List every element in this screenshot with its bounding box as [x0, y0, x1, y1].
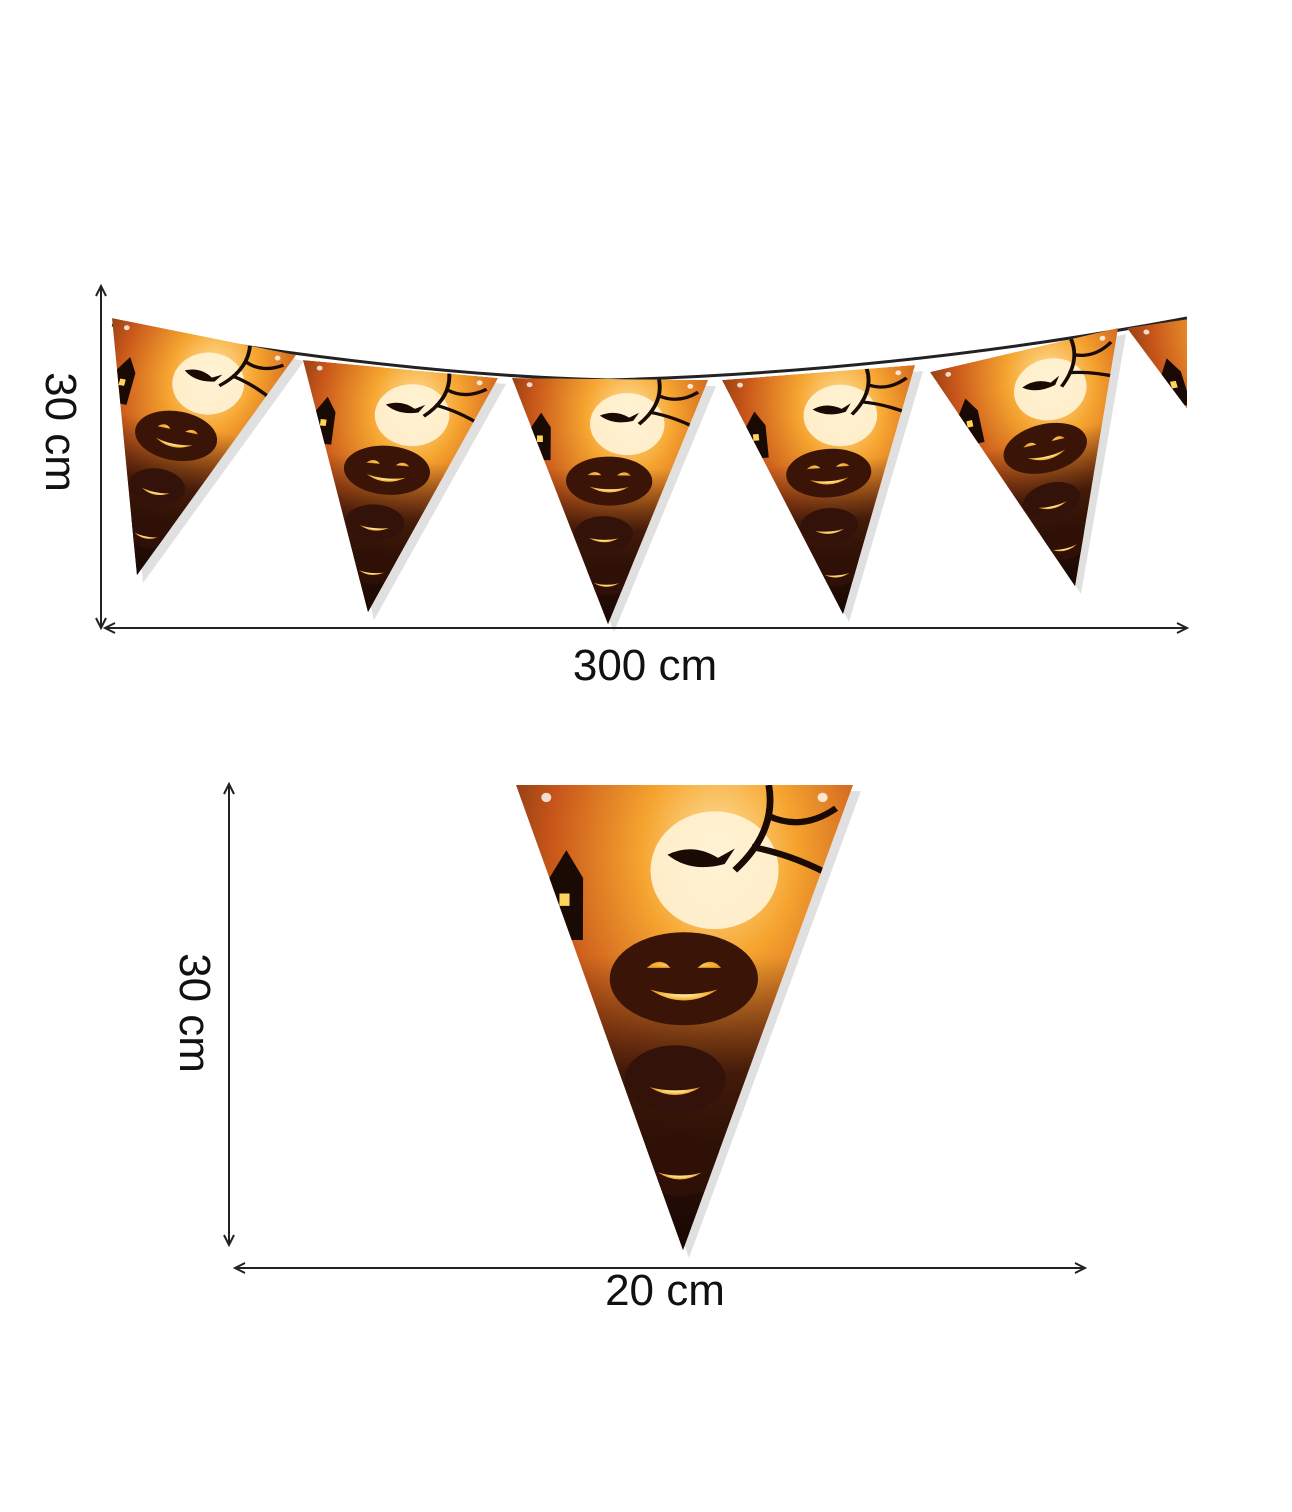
pennant — [510, 378, 708, 625]
single-flag-dimensions: 30 cm 20 cm — [170, 781, 1088, 1315]
pennant — [271, 360, 499, 621]
banner-height-label: 30 cm — [36, 372, 85, 492]
pennant — [515, 785, 854, 1250]
banner-dimensions: 30 cm 300 cm — [36, 283, 1190, 690]
pennant — [1127, 300, 1292, 574]
flag-width-label: 20 cm — [605, 1266, 725, 1315]
banner — [45, 300, 1292, 632]
flag-height-label: 30 cm — [170, 953, 219, 1073]
pennant — [930, 328, 1169, 608]
banner-width-label: 300 cm — [573, 641, 717, 690]
single-flag — [515, 785, 861, 1258]
